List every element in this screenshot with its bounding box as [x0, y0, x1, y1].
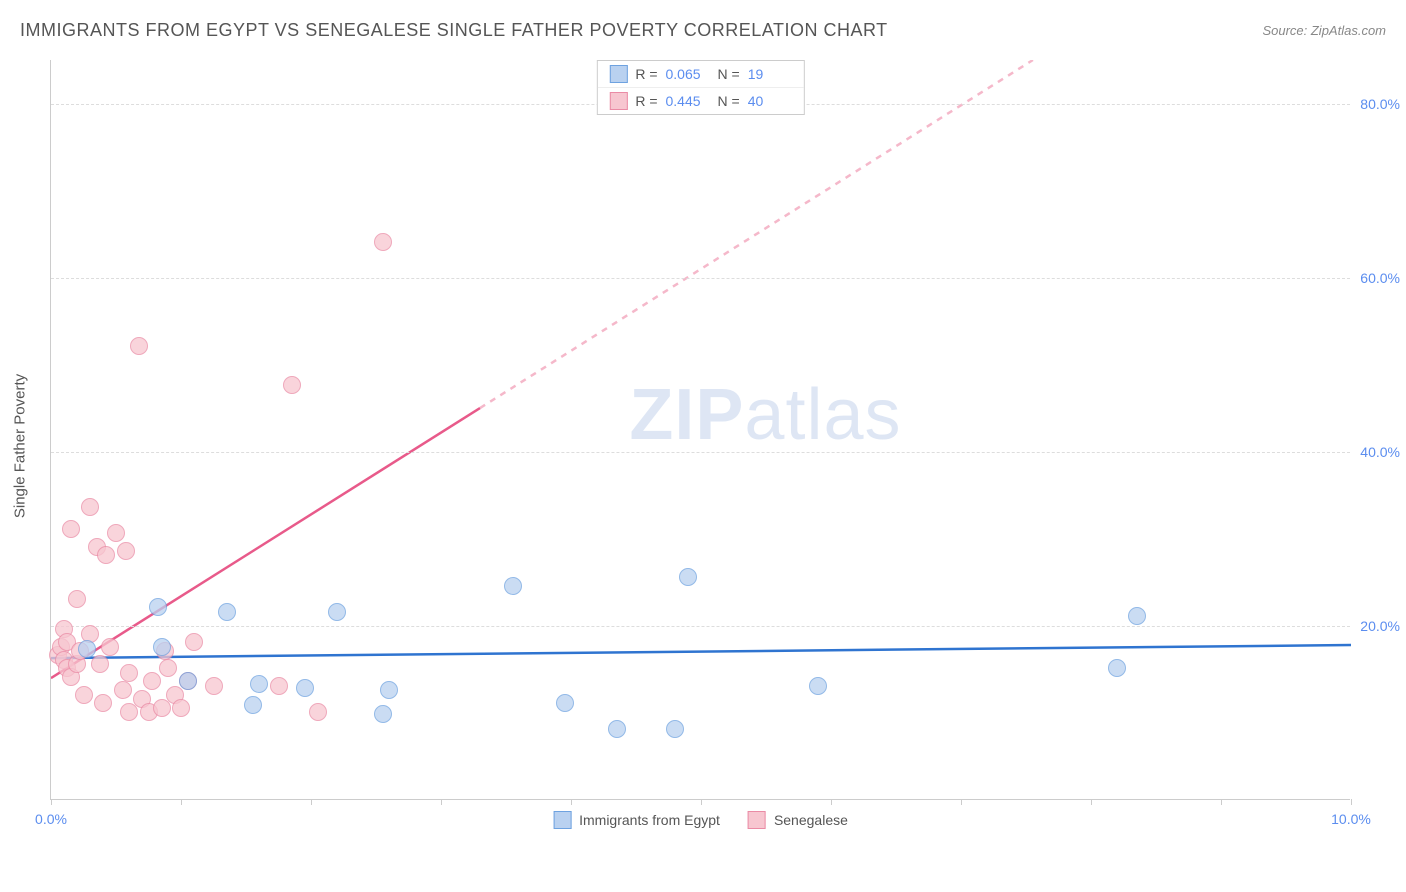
data-point [380, 681, 398, 699]
legend-row-senegalese: R = 0.445 N = 40 [597, 87, 803, 114]
plot-area: ZIPatlas R = 0.065 N = 19 R = 0.445 N = … [50, 60, 1350, 800]
data-point [172, 699, 190, 717]
y-tick-label: 60.0% [1355, 270, 1400, 286]
data-point [374, 705, 392, 723]
correlation-legend: R = 0.065 N = 19 R = 0.445 N = 40 [596, 60, 804, 115]
data-point [556, 694, 574, 712]
x-tick-label: 0.0% [35, 811, 67, 827]
data-point [101, 638, 119, 656]
data-point [296, 679, 314, 697]
x-tick [831, 799, 832, 805]
data-point [94, 694, 112, 712]
data-point [666, 720, 684, 738]
data-point [149, 598, 167, 616]
chart-header: IMMIGRANTS FROM EGYPT VS SENEGALESE SING… [20, 20, 1386, 41]
x-tick [1221, 799, 1222, 805]
y-tick-label: 80.0% [1355, 96, 1400, 112]
legend-row-egypt: R = 0.065 N = 19 [597, 61, 803, 87]
swatch-icon [553, 811, 571, 829]
data-point [75, 686, 93, 704]
data-point [244, 696, 262, 714]
data-point [809, 677, 827, 695]
data-point [107, 524, 125, 542]
y-axis-label: Single Father Poverty [12, 374, 29, 518]
x-tick [181, 799, 182, 805]
data-point [153, 638, 171, 656]
data-point [143, 672, 161, 690]
x-tick [441, 799, 442, 805]
data-point [68, 590, 86, 608]
r-value: 0.445 [666, 93, 710, 109]
x-tick [1351, 799, 1352, 805]
data-point [81, 498, 99, 516]
data-point [91, 655, 109, 673]
legend-item-egypt: Immigrants from Egypt [553, 811, 720, 829]
watermark: ZIPatlas [629, 374, 901, 456]
data-point [120, 664, 138, 682]
data-point [504, 577, 522, 595]
gridline [51, 626, 1350, 627]
data-point [179, 672, 197, 690]
data-point [159, 659, 177, 677]
legend-label: Immigrants from Egypt [579, 812, 720, 828]
r-label: R = [635, 93, 657, 109]
swatch-icon [609, 65, 627, 83]
trend-lines [51, 60, 1351, 800]
data-point [679, 568, 697, 586]
data-point [117, 542, 135, 560]
gridline [51, 278, 1350, 279]
x-tick [961, 799, 962, 805]
data-point [130, 337, 148, 355]
gridline [51, 452, 1350, 453]
data-point [1128, 607, 1146, 625]
n-label: N = [718, 66, 740, 82]
legend-label: Senegalese [774, 812, 848, 828]
data-point [328, 603, 346, 621]
legend-item-senegalese: Senegalese [748, 811, 848, 829]
r-value: 0.065 [666, 66, 710, 82]
swatch-icon [748, 811, 766, 829]
data-point [218, 603, 236, 621]
data-point [1108, 659, 1126, 677]
data-point [114, 681, 132, 699]
x-tick [51, 799, 52, 805]
data-point [185, 633, 203, 651]
data-point [97, 546, 115, 564]
r-label: R = [635, 66, 657, 82]
chart-title: IMMIGRANTS FROM EGYPT VS SENEGALESE SING… [20, 20, 888, 41]
n-value: 40 [748, 93, 792, 109]
data-point [205, 677, 223, 695]
data-point [608, 720, 626, 738]
x-tick [1091, 799, 1092, 805]
data-point [270, 677, 288, 695]
data-point [283, 376, 301, 394]
series-legend: Immigrants from Egypt Senegalese [553, 811, 848, 829]
swatch-icon [609, 92, 627, 110]
data-point [250, 675, 268, 693]
source-label: Source: ZipAtlas.com [1262, 23, 1386, 38]
x-tick [701, 799, 702, 805]
data-point [78, 640, 96, 658]
y-tick-label: 40.0% [1355, 444, 1400, 460]
n-value: 19 [748, 66, 792, 82]
x-tick [311, 799, 312, 805]
data-point [62, 520, 80, 538]
x-tick-label: 10.0% [1331, 811, 1371, 827]
y-tick-label: 20.0% [1355, 618, 1400, 634]
x-tick [571, 799, 572, 805]
n-label: N = [718, 93, 740, 109]
data-point [374, 233, 392, 251]
data-point [309, 703, 327, 721]
